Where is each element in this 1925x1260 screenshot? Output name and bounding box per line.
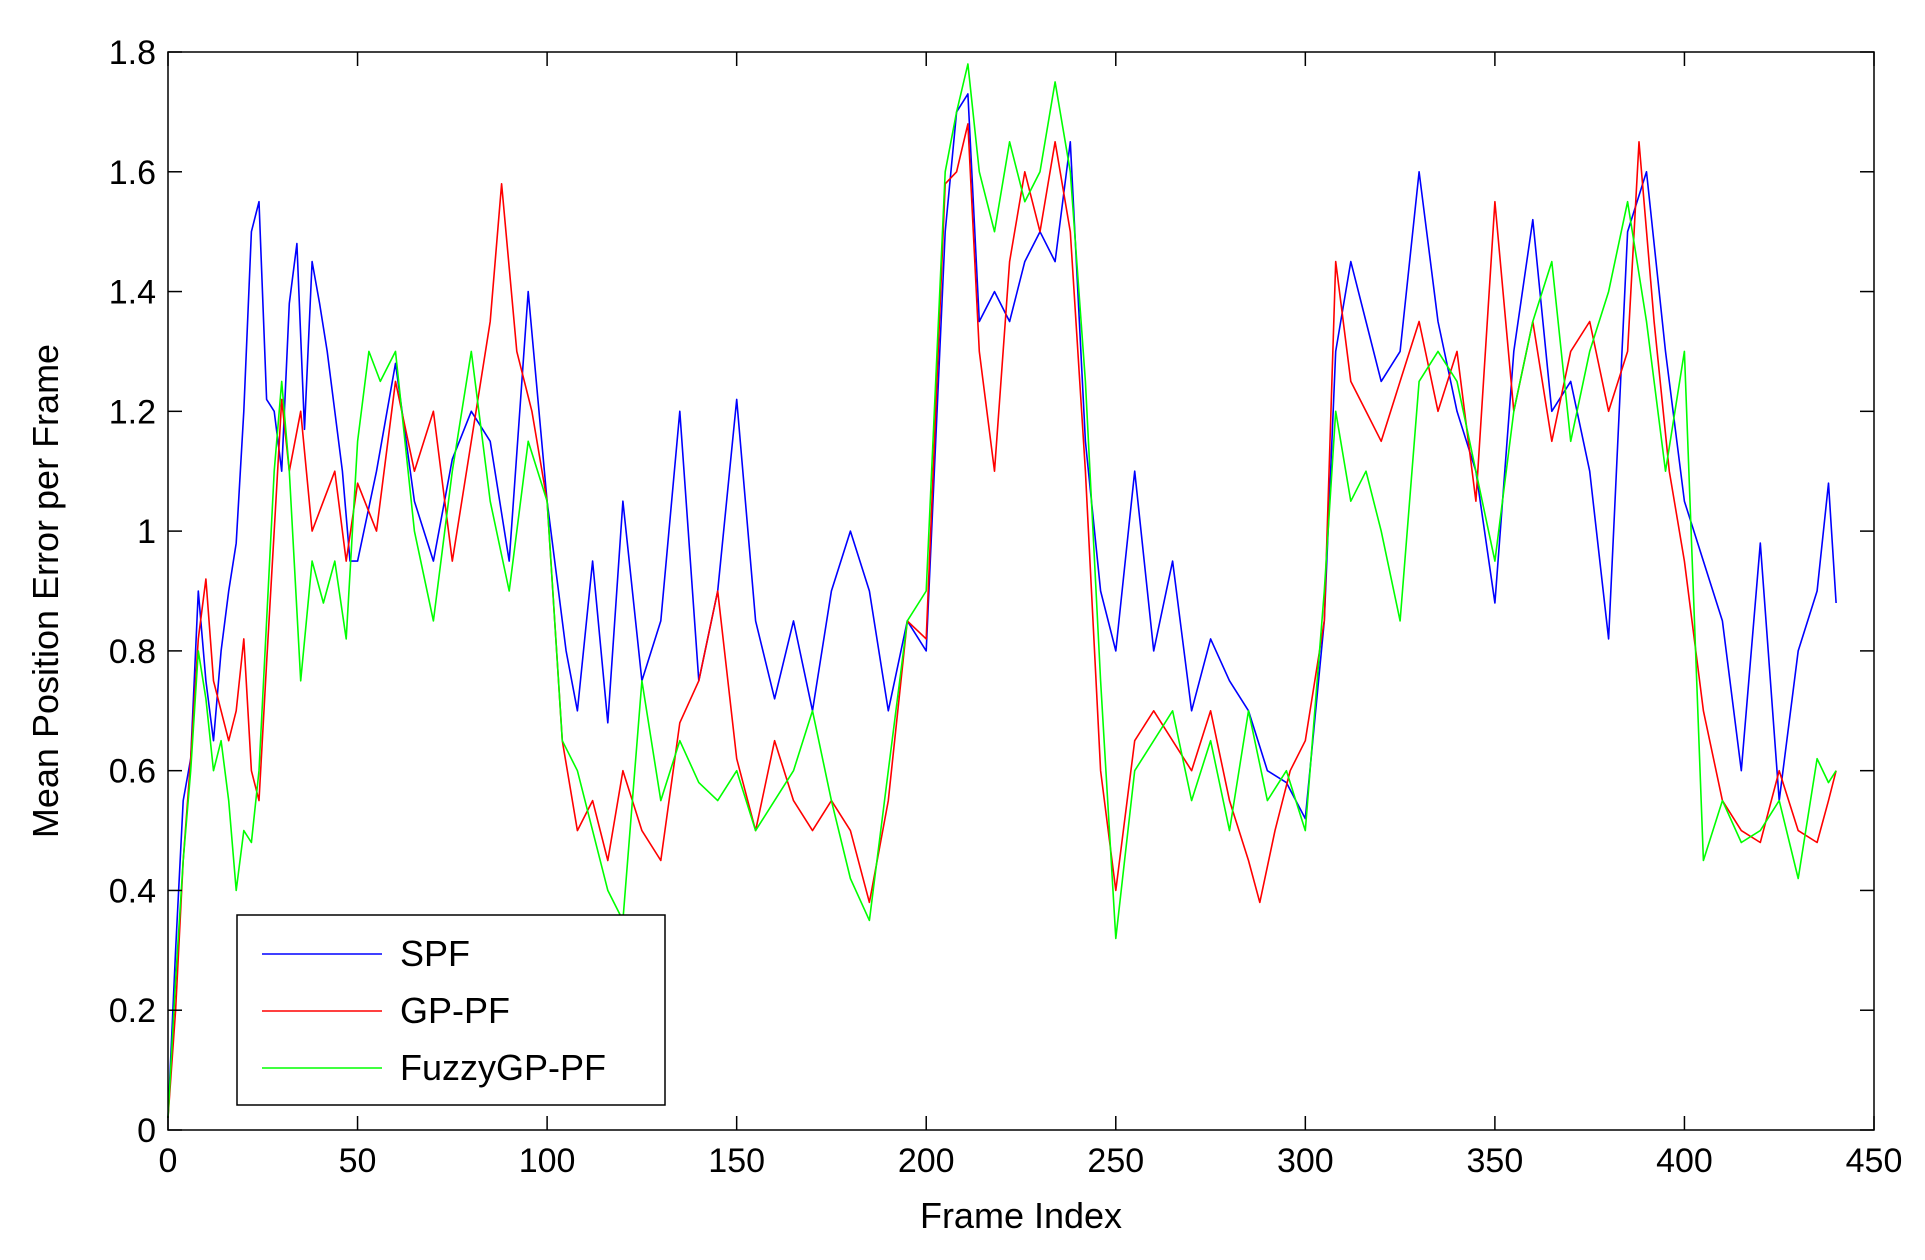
- legend-label-fuzzygp-pf: FuzzyGP-PF: [400, 1047, 606, 1088]
- x-axis-label: Frame Index: [920, 1195, 1122, 1236]
- legend: SPF GP-PF FuzzyGP-PF: [236, 914, 666, 1106]
- legend-label-gp-pf: GP-PF: [400, 990, 510, 1031]
- x-tick-label: 150: [708, 1142, 765, 1180]
- y-axis-label: Mean Position Error per Frame: [25, 344, 66, 838]
- series-line-fuzzygp-pf: [167, 63, 1837, 1119]
- x-tick-label: 200: [898, 1142, 955, 1180]
- y-tick-label: 0: [137, 1112, 156, 1150]
- x-tick-label: 300: [1277, 1142, 1334, 1180]
- axes-box: [167, 51, 1875, 1131]
- x-tick-label: 50: [339, 1142, 377, 1180]
- y-axis-ticks: 0 0.2 0.4 0.6 0.8 1 1.2 1.4 1.6 1.8: [109, 34, 1874, 1150]
- y-tick-label: 1.6: [109, 154, 156, 192]
- legend-box: [236, 914, 666, 1106]
- x-tick-label: 400: [1656, 1142, 1713, 1180]
- y-tick-label: 1.8: [109, 34, 156, 72]
- x-tick-label: 0: [159, 1142, 178, 1180]
- y-tick-label: 0.4: [109, 872, 156, 910]
- x-tick-label: 100: [519, 1142, 576, 1180]
- x-tick-label: 450: [1846, 1142, 1903, 1180]
- y-tick-label: 0.2: [109, 992, 156, 1030]
- y-tick-label: 1: [137, 513, 156, 551]
- legend-label-spf: SPF: [400, 933, 470, 974]
- series-layer: [167, 63, 1837, 1119]
- series-line-spf: [167, 93, 1837, 1119]
- y-tick-label: 0.8: [109, 633, 156, 671]
- x-tick-label: 350: [1467, 1142, 1524, 1180]
- y-tick-label: 0.6: [109, 753, 156, 791]
- x-axis-ticks: 0 50 100 150 200 250 300 350 400 450: [159, 52, 1903, 1180]
- x-tick-label: 250: [1087, 1142, 1144, 1180]
- y-tick-label: 1.4: [109, 274, 156, 312]
- y-tick-label: 1.2: [109, 393, 156, 431]
